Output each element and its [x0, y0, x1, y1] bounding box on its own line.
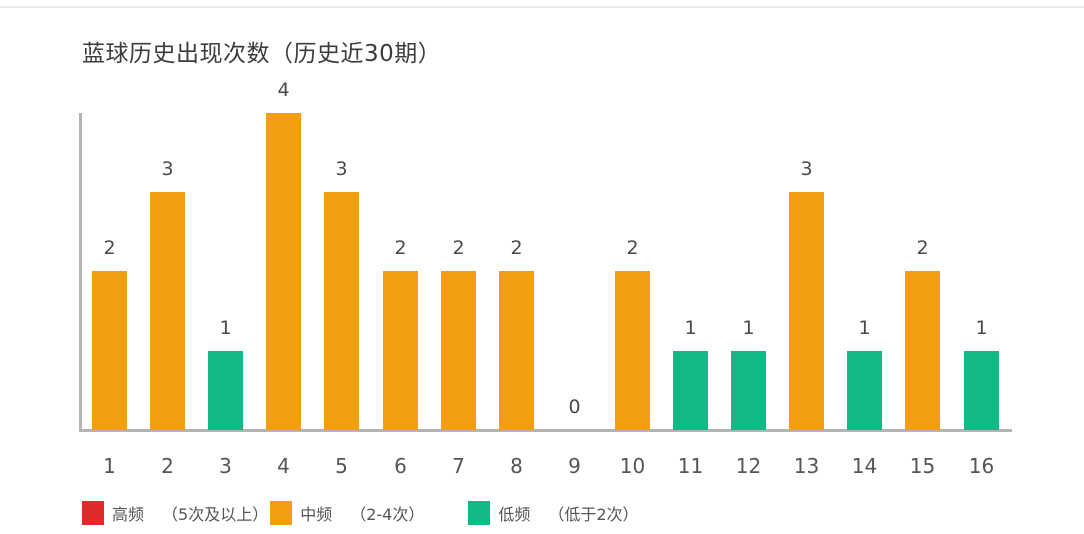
bar-value-label: 1 — [684, 317, 697, 339]
legend-label-high: 高频 — [112, 505, 145, 524]
legend-label-mid: 中频 — [300, 505, 333, 524]
x-axis-line — [79, 429, 1012, 432]
chart-legend: 高频 （5次及以上） 中频 （2-4次） 低频 （低于2次） — [82, 500, 639, 526]
x-tick-label: 11 — [677, 454, 704, 478]
x-tick-label: 5 — [335, 454, 348, 478]
bar-13 — [789, 192, 824, 430]
x-tick-label: 14 — [851, 454, 878, 478]
bar-16 — [964, 351, 999, 430]
bar-8 — [499, 271, 534, 430]
bar-value-label: 1 — [975, 317, 988, 339]
bar-7 — [441, 271, 476, 430]
legend-range-low: （低于2次） — [548, 505, 639, 524]
legend-range-mid: （2-4次） — [350, 505, 425, 524]
bar-value-label: 2 — [394, 237, 407, 259]
x-tick-label: 16 — [968, 454, 995, 478]
bar-value-label: 3 — [800, 158, 813, 180]
bar-value-label: 2 — [510, 237, 523, 259]
legend-swatch-high — [82, 501, 104, 525]
bar-6 — [383, 271, 418, 430]
y-axis-line — [79, 113, 82, 431]
bar-value-label: 1 — [742, 317, 755, 339]
x-tick-label: 15 — [909, 454, 936, 478]
legend-swatch-low — [468, 501, 491, 525]
bar-value-label: 1 — [858, 317, 871, 339]
bar-3 — [208, 351, 243, 430]
x-tick-label: 8 — [510, 454, 523, 478]
x-tick-label: 10 — [619, 454, 646, 478]
bar-12 — [731, 351, 766, 430]
bar-value-label: 3 — [161, 158, 174, 180]
x-tick-label: 6 — [394, 454, 407, 478]
bar-value-label: 2 — [916, 237, 929, 259]
x-tick-label: 12 — [735, 454, 762, 478]
legend-swatch-mid — [270, 501, 293, 525]
legend-range-high: （5次及以上） — [162, 505, 269, 524]
bar-14 — [847, 351, 882, 430]
bar-1 — [92, 271, 127, 430]
bar-4 — [266, 113, 301, 430]
bar-5 — [324, 192, 359, 430]
x-tick-label: 7 — [452, 454, 465, 478]
legend-label-low: 低频 — [498, 505, 531, 524]
x-tick-label: 9 — [568, 454, 581, 478]
bar-2 — [150, 192, 185, 430]
bar-11 — [673, 351, 708, 430]
bar-value-label: 2 — [103, 237, 116, 259]
x-tick-label: 3 — [219, 454, 232, 478]
bar-value-label: 3 — [335, 158, 348, 180]
bar-value-label: 4 — [277, 79, 290, 101]
x-tick-label: 13 — [793, 454, 820, 478]
bar-value-label: 0 — [568, 396, 581, 418]
x-tick-label: 4 — [277, 454, 290, 478]
top-divider — [0, 6, 1084, 8]
x-tick-label: 1 — [103, 454, 116, 478]
bar-value-label: 2 — [626, 237, 639, 259]
bar-10 — [615, 271, 650, 430]
x-tick-label: 2 — [161, 454, 174, 478]
bar-15 — [905, 271, 940, 430]
chart-title: 蓝球历史出现次数（历史近30期） — [82, 41, 442, 67]
bar-value-label: 2 — [452, 237, 465, 259]
bar-value-label: 1 — [219, 317, 232, 339]
